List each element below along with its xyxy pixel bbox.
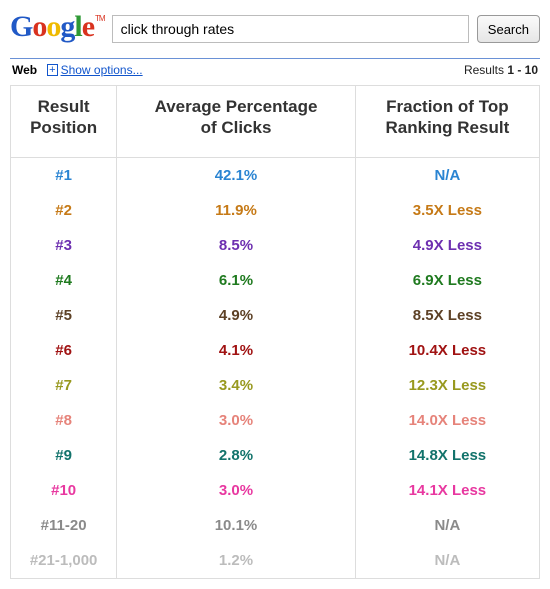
- cell-percentage: 3.0%: [117, 403, 356, 438]
- col-percentage: Average Percentageof Clicks: [117, 86, 356, 158]
- table-row: #46.1%6.9X Less: [11, 263, 540, 298]
- ctr-table: ResultPosition Average Percentageof Clic…: [10, 85, 540, 579]
- cell-position: #4: [11, 263, 117, 298]
- table-row: #83.0%14.0X Less: [11, 403, 540, 438]
- table-row: #92.8%14.8X Less: [11, 438, 540, 473]
- cell-percentage: 1.2%: [117, 543, 356, 579]
- col-position: ResultPosition: [11, 86, 117, 158]
- cell-percentage: 4.9%: [117, 298, 356, 333]
- cell-fraction: 6.9X Less: [355, 263, 539, 298]
- cell-percentage: 4.1%: [117, 333, 356, 368]
- table-row: #211.9%3.5X Less: [11, 193, 540, 228]
- table-row: #54.9%8.5X Less: [11, 298, 540, 333]
- cell-fraction: N/A: [355, 157, 539, 193]
- cell-fraction: 10.4X Less: [355, 333, 539, 368]
- cell-fraction: 12.3X Less: [355, 368, 539, 403]
- cell-position: #7: [11, 368, 117, 403]
- cell-fraction: 4.9X Less: [355, 228, 539, 263]
- cell-position: #2: [11, 193, 117, 228]
- table-row: #21-1,0001.2%N/A: [11, 543, 540, 579]
- cell-percentage: 2.8%: [117, 438, 356, 473]
- cell-position: #1: [11, 157, 117, 193]
- table-row: #11-2010.1%N/A: [11, 508, 540, 543]
- table-row: #142.1%N/A: [11, 157, 540, 193]
- expand-icon[interactable]: +: [47, 64, 57, 76]
- search-input[interactable]: [112, 15, 469, 43]
- cell-percentage: 3.4%: [117, 368, 356, 403]
- google-logo: GoogleTM: [10, 10, 104, 48]
- cell-fraction: 3.5X Less: [355, 193, 539, 228]
- cell-position: #3: [11, 228, 117, 263]
- cell-percentage: 3.0%: [117, 473, 356, 508]
- cell-percentage: 10.1%: [117, 508, 356, 543]
- cell-fraction: 14.0X Less: [355, 403, 539, 438]
- cell-position: #11-20: [11, 508, 117, 543]
- cell-position: #5: [11, 298, 117, 333]
- search-button[interactable]: Search: [477, 15, 540, 43]
- cell-position: #9: [11, 438, 117, 473]
- web-label: Web: [12, 63, 37, 77]
- cell-fraction: N/A: [355, 508, 539, 543]
- table-row: #38.5%4.9X Less: [11, 228, 540, 263]
- search-header: GoogleTM Search: [10, 10, 540, 58]
- col-fraction: Fraction of TopRanking Result: [355, 86, 539, 158]
- cell-percentage: 6.1%: [117, 263, 356, 298]
- cell-fraction: 14.1X Less: [355, 473, 539, 508]
- cell-percentage: 11.9%: [117, 193, 356, 228]
- results-bar: Web + Show options... Results 1 - 10: [10, 58, 540, 83]
- cell-position: #10: [11, 473, 117, 508]
- results-count: Results 1 - 10: [464, 63, 538, 77]
- cell-position: #6: [11, 333, 117, 368]
- cell-fraction: 8.5X Less: [355, 298, 539, 333]
- cell-percentage: 42.1%: [117, 157, 356, 193]
- cell-position: #8: [11, 403, 117, 438]
- table-row: #73.4%12.3X Less: [11, 368, 540, 403]
- cell-percentage: 8.5%: [117, 228, 356, 263]
- table-row: #103.0%14.1X Less: [11, 473, 540, 508]
- cell-fraction: 14.8X Less: [355, 438, 539, 473]
- cell-fraction: N/A: [355, 543, 539, 579]
- show-options-link[interactable]: Show options...: [61, 63, 143, 77]
- cell-position: #21-1,000: [11, 543, 117, 579]
- table-row: #64.1%10.4X Less: [11, 333, 540, 368]
